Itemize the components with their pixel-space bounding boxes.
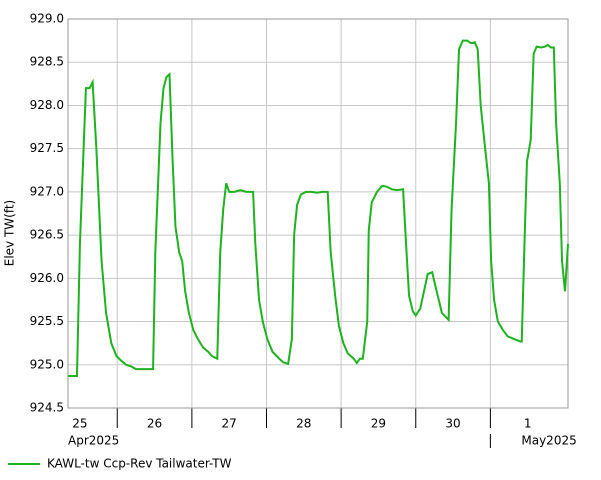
month-label: May2025	[521, 434, 576, 448]
y-tick-label: 926.5	[30, 228, 64, 242]
y-tick-label: 924.5	[30, 401, 64, 415]
x-tick-label: 25	[72, 417, 87, 431]
y-tick-label: 927.5	[30, 141, 64, 155]
y-tick-label: 925.5	[30, 314, 64, 328]
y-tick-label: 929.0	[30, 12, 64, 26]
y-tick-label: 928.5	[30, 55, 64, 69]
x-tick-label: 1	[524, 417, 532, 431]
y-axis-label: Elev TW(ft)	[3, 200, 17, 267]
plot-area	[67, 18, 569, 409]
y-tick-label: 925.0	[30, 357, 64, 371]
y-tick-label: 926.0	[30, 271, 64, 285]
x-tick-label: 26	[147, 417, 162, 431]
legend-label: KAWL-tw Ccp-Rev Tailwater-TW	[47, 457, 232, 471]
y-tick-label: 927.0	[30, 184, 64, 198]
y-tick-label: 928.0	[30, 98, 64, 112]
line-series	[68, 39, 569, 378]
month-label: Apr2025	[68, 434, 119, 448]
x-tick-label: 27	[222, 417, 237, 431]
x-tick-label: 28	[296, 417, 311, 431]
x-tick-label: 30	[445, 417, 460, 431]
x-tick-label: 29	[371, 417, 386, 431]
plot-frame	[67, 18, 569, 409]
